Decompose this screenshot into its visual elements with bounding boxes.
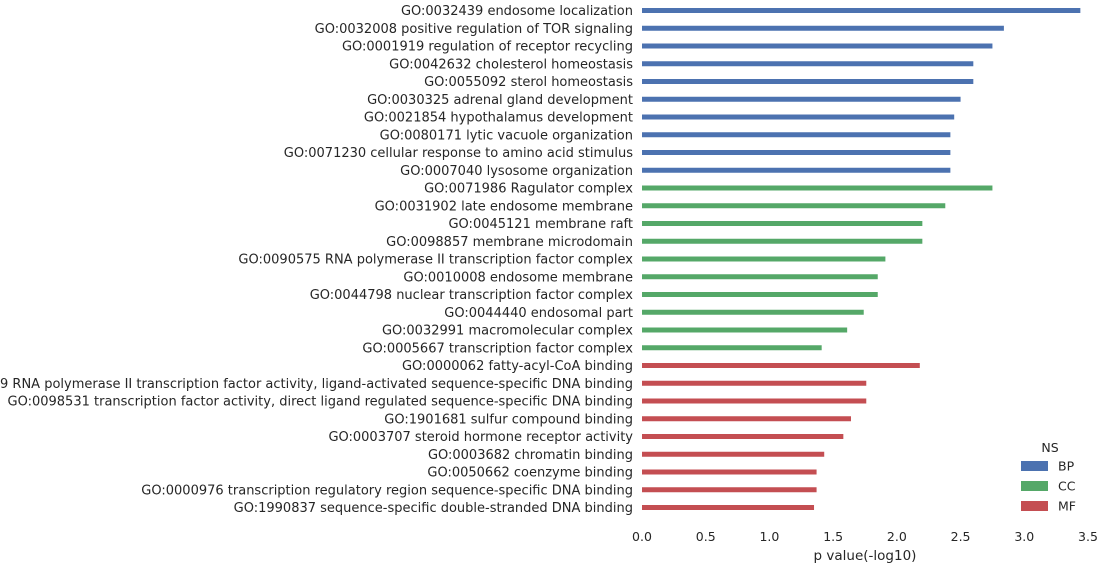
bars-group — [642, 8, 1081, 510]
bar-mf — [642, 469, 817, 475]
category-label: GO:0071986 Ragulator complex — [424, 182, 633, 197]
bar-cc — [642, 203, 946, 209]
category-label: GO:0071230 cellular response to amino ac… — [284, 146, 633, 161]
bar-mf — [642, 363, 920, 368]
category-label: GO:0030325 adrenal gland development — [367, 93, 633, 108]
x-tick-label: 2.5 — [951, 529, 971, 544]
bar-cc — [642, 345, 822, 351]
category-label: GO:0090575 RNA polymerase II transcripti… — [238, 253, 633, 268]
bar-bp — [642, 79, 974, 84]
legend-title: NS — [1041, 440, 1058, 455]
bar-mf — [642, 505, 815, 510]
category-label: GO:0032008 positive regulation of TOR si… — [315, 22, 633, 37]
legend-swatch-mf — [1021, 501, 1048, 511]
x-tick-label: 3.5 — [1078, 529, 1098, 544]
bar-cc — [642, 238, 923, 244]
category-label: GO:0044440 endosomal part — [444, 306, 633, 321]
category-label: GO:0044798 nuclear transcription factor … — [310, 288, 634, 303]
x-axis-label: p value(-log10) — [814, 548, 917, 564]
legend-label-bp: BP — [1058, 459, 1075, 474]
category-label: GO:0004879 RNA polymerase II transcripti… — [0, 377, 633, 392]
category-label: GO:0000976 transcription regulatory regi… — [141, 483, 633, 498]
category-label: GO:0098531 transcription factor activity… — [8, 395, 633, 410]
category-labels: GO:0032439 endosome localization GO:00320… — [0, 4, 633, 516]
bar-cc — [642, 274, 878, 280]
x-tick-label: 2.0 — [887, 529, 907, 544]
legend-swatch-cc — [1021, 481, 1048, 491]
bar-mf — [642, 434, 844, 439]
x-tick-label: 1.5 — [823, 529, 843, 544]
bar-bp — [642, 167, 951, 173]
bar-cc — [642, 309, 864, 315]
category-label: GO:0010008 endosome membrane — [403, 270, 633, 285]
bar-bp — [642, 114, 955, 120]
category-label: GO:0032439 endosome localization — [401, 4, 633, 19]
legend-swatch-bp — [1021, 461, 1048, 471]
bar-mf — [642, 487, 817, 493]
category-label: GO:0042632 cholesterol homeostasis — [389, 57, 633, 72]
category-label: GO:0003707 steroid hormone receptor acti… — [328, 430, 633, 445]
x-tick-label: 1.0 — [759, 529, 779, 544]
bar-bp — [642, 61, 974, 67]
x-axis-ticks: 0.0 0.5 1.0 1.5 2.0 2.5 3.0 3.5 — [632, 529, 1098, 544]
category-label: GO:0032991 macromolecular complex — [382, 324, 633, 339]
category-label: GO:0080171 lytic vacuole organization — [380, 128, 633, 143]
category-label: GO:0055092 sterol homeostasis — [424, 75, 633, 90]
category-label: GO:0050662 coenzyme binding — [427, 466, 633, 481]
category-label: GO:0021854 hypothalamus development — [364, 111, 633, 126]
category-label: GO:0000062 fatty-acyl-CoA binding — [402, 359, 633, 374]
category-label: GO:0031902 late endosome membrane — [375, 199, 633, 214]
category-label: GO:1990837 sequence-specific double-stra… — [234, 501, 633, 516]
legend-label-cc: CC — [1058, 479, 1076, 494]
category-label: GO:0003682 chromatin binding — [428, 448, 633, 463]
bar-cc — [642, 221, 923, 226]
bar-cc — [642, 185, 993, 191]
bar-bp — [642, 8, 1081, 13]
legend: NS BP CC MF — [1021, 440, 1076, 514]
category-label: GO:0007040 lysosome organization — [400, 164, 633, 179]
bar-cc — [642, 256, 886, 262]
category-label: GO:0098857 membrane microdomain — [386, 235, 633, 250]
bar-cc — [642, 292, 878, 297]
x-tick-label: 0.5 — [696, 529, 716, 544]
bar-mf — [642, 380, 867, 386]
category-label: GO:0045121 membrane raft — [448, 217, 633, 232]
bar-mf — [642, 451, 825, 457]
bar-bp — [642, 96, 961, 102]
bar-bp — [642, 43, 993, 49]
x-tick-label: 3.0 — [1014, 529, 1034, 544]
bar-cc — [642, 327, 848, 333]
category-label: GO:1901681 sulfur compound binding — [384, 412, 633, 427]
bar-bp — [642, 25, 1004, 31]
category-label: GO:0005667 transcription factor complex — [362, 341, 633, 356]
category-label: GO:0001919 regulation of receptor recycl… — [342, 40, 633, 55]
legend-label-mf: MF — [1058, 499, 1076, 514]
x-tick-label: 0.0 — [632, 529, 652, 544]
bar-mf — [642, 398, 867, 404]
bar-bp — [642, 132, 951, 138]
bar-bp — [642, 150, 951, 155]
bar-mf — [642, 416, 851, 422]
